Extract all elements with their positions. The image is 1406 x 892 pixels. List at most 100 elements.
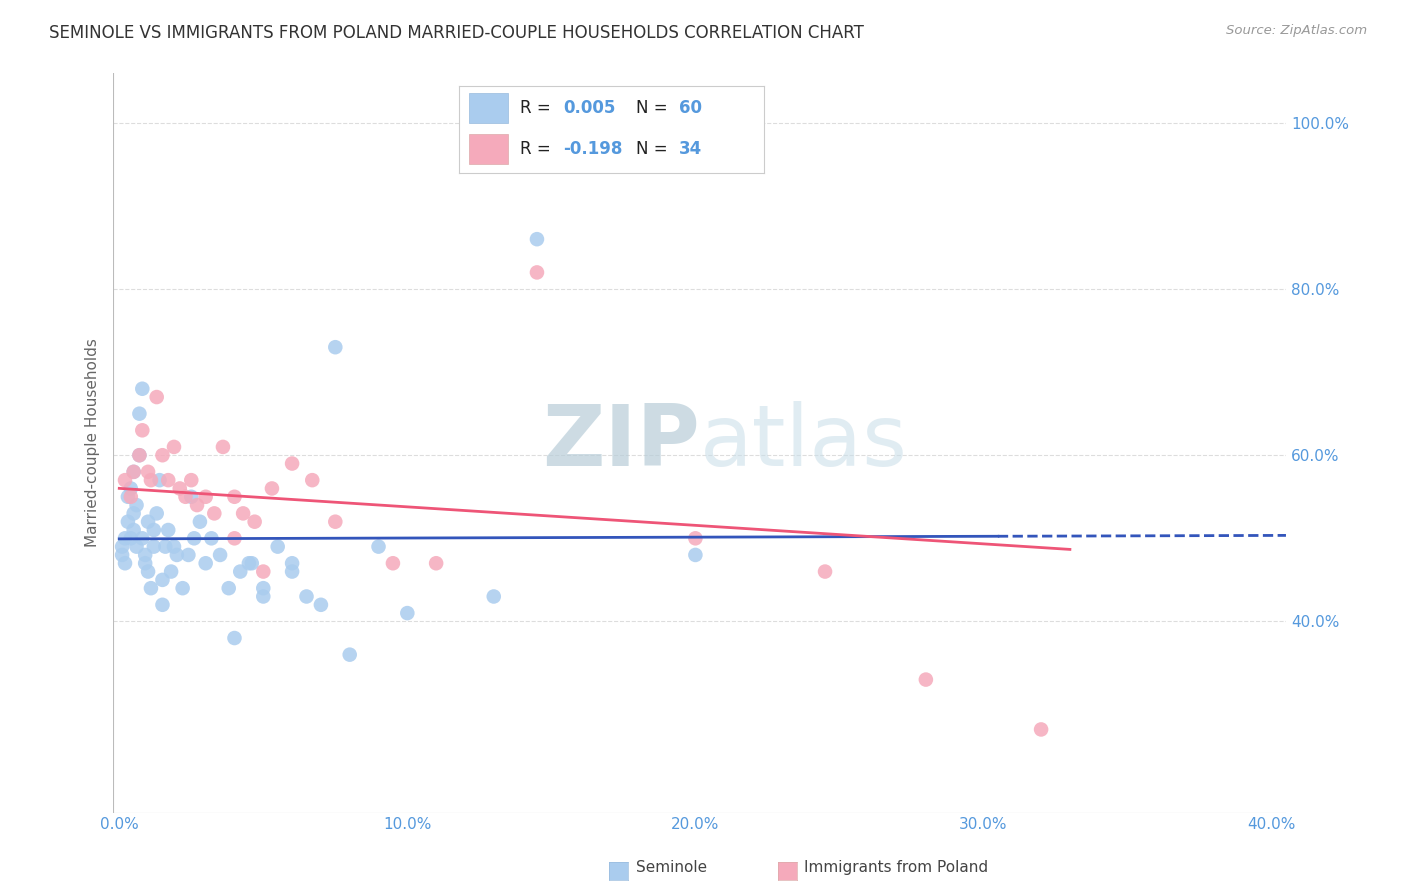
- Point: [232, 507, 254, 521]
- Point: [136, 465, 159, 479]
- Point: [1029, 723, 1052, 737]
- Point: [396, 606, 419, 620]
- Text: atlas: atlas: [700, 401, 908, 484]
- Point: [152, 598, 174, 612]
- Point: [128, 448, 150, 462]
- Point: [267, 540, 290, 554]
- Point: [136, 565, 159, 579]
- Point: [209, 548, 232, 562]
- Point: [139, 473, 162, 487]
- Point: [224, 531, 246, 545]
- Point: [202, 507, 225, 521]
- Point: [152, 448, 174, 462]
- Point: [229, 565, 252, 579]
- Point: [281, 556, 304, 570]
- Point: [111, 548, 134, 562]
- Point: [114, 556, 136, 570]
- Point: [142, 523, 165, 537]
- Text: Immigrants from Poland: Immigrants from Poland: [804, 860, 988, 874]
- Point: [425, 556, 447, 570]
- Point: [252, 590, 274, 604]
- Point: [125, 540, 148, 554]
- Point: [157, 523, 180, 537]
- Point: [367, 540, 389, 554]
- Point: [526, 232, 548, 246]
- Point: [134, 548, 156, 562]
- Point: [155, 540, 177, 554]
- Point: [200, 531, 222, 545]
- Point: [339, 648, 361, 662]
- Point: [295, 590, 318, 604]
- Point: [323, 340, 346, 354]
- Point: [117, 490, 139, 504]
- Point: [194, 490, 217, 504]
- Point: [114, 473, 136, 487]
- Point: [131, 423, 153, 437]
- Point: [281, 457, 304, 471]
- Point: [243, 515, 266, 529]
- Point: [122, 523, 145, 537]
- Point: [174, 490, 197, 504]
- Point: [240, 556, 263, 570]
- Point: [482, 590, 505, 604]
- Point: [128, 448, 150, 462]
- Point: [685, 531, 707, 545]
- Point: [149, 473, 172, 487]
- Point: [323, 515, 346, 529]
- Point: [122, 507, 145, 521]
- Point: [120, 531, 142, 545]
- Point: [120, 490, 142, 504]
- Point: [224, 490, 246, 504]
- Text: Source: ZipAtlas.com: Source: ZipAtlas.com: [1226, 24, 1367, 37]
- Point: [134, 556, 156, 570]
- Point: [218, 581, 240, 595]
- Point: [120, 482, 142, 496]
- Point: [260, 482, 283, 496]
- Point: [301, 473, 323, 487]
- Point: [163, 540, 186, 554]
- Point: [114, 531, 136, 545]
- Point: [915, 673, 938, 687]
- Point: [122, 465, 145, 479]
- Point: [180, 490, 202, 504]
- Point: [238, 556, 260, 570]
- Text: SEMINOLE VS IMMIGRANTS FROM POLAND MARRIED-COUPLE HOUSEHOLDS CORRELATION CHART: SEMINOLE VS IMMIGRANTS FROM POLAND MARRI…: [49, 24, 865, 42]
- Point: [160, 565, 183, 579]
- Point: [183, 531, 205, 545]
- Point: [145, 390, 167, 404]
- Point: [117, 515, 139, 529]
- Point: [128, 407, 150, 421]
- Point: [136, 515, 159, 529]
- Point: [157, 473, 180, 487]
- Point: [131, 382, 153, 396]
- Point: [252, 581, 274, 595]
- Point: [180, 473, 202, 487]
- Point: [172, 581, 194, 595]
- Point: [186, 498, 208, 512]
- Point: [142, 540, 165, 554]
- Point: [169, 482, 191, 496]
- Point: [224, 631, 246, 645]
- Y-axis label: Married-couple Households: Married-couple Households: [86, 338, 100, 547]
- Text: ZIP: ZIP: [541, 401, 700, 484]
- Point: [145, 507, 167, 521]
- Point: [163, 440, 186, 454]
- Point: [188, 515, 211, 529]
- Point: [526, 265, 548, 279]
- Point: [814, 565, 837, 579]
- Point: [125, 498, 148, 512]
- Point: [177, 548, 200, 562]
- Point: [212, 440, 235, 454]
- Point: [685, 548, 707, 562]
- Point: [166, 548, 188, 562]
- Point: [309, 598, 332, 612]
- Point: [131, 531, 153, 545]
- Point: [281, 565, 304, 579]
- Text: Seminole: Seminole: [636, 860, 707, 874]
- Point: [111, 540, 134, 554]
- Point: [381, 556, 404, 570]
- Point: [122, 465, 145, 479]
- Point: [194, 556, 217, 570]
- Point: [139, 581, 162, 595]
- Point: [252, 565, 274, 579]
